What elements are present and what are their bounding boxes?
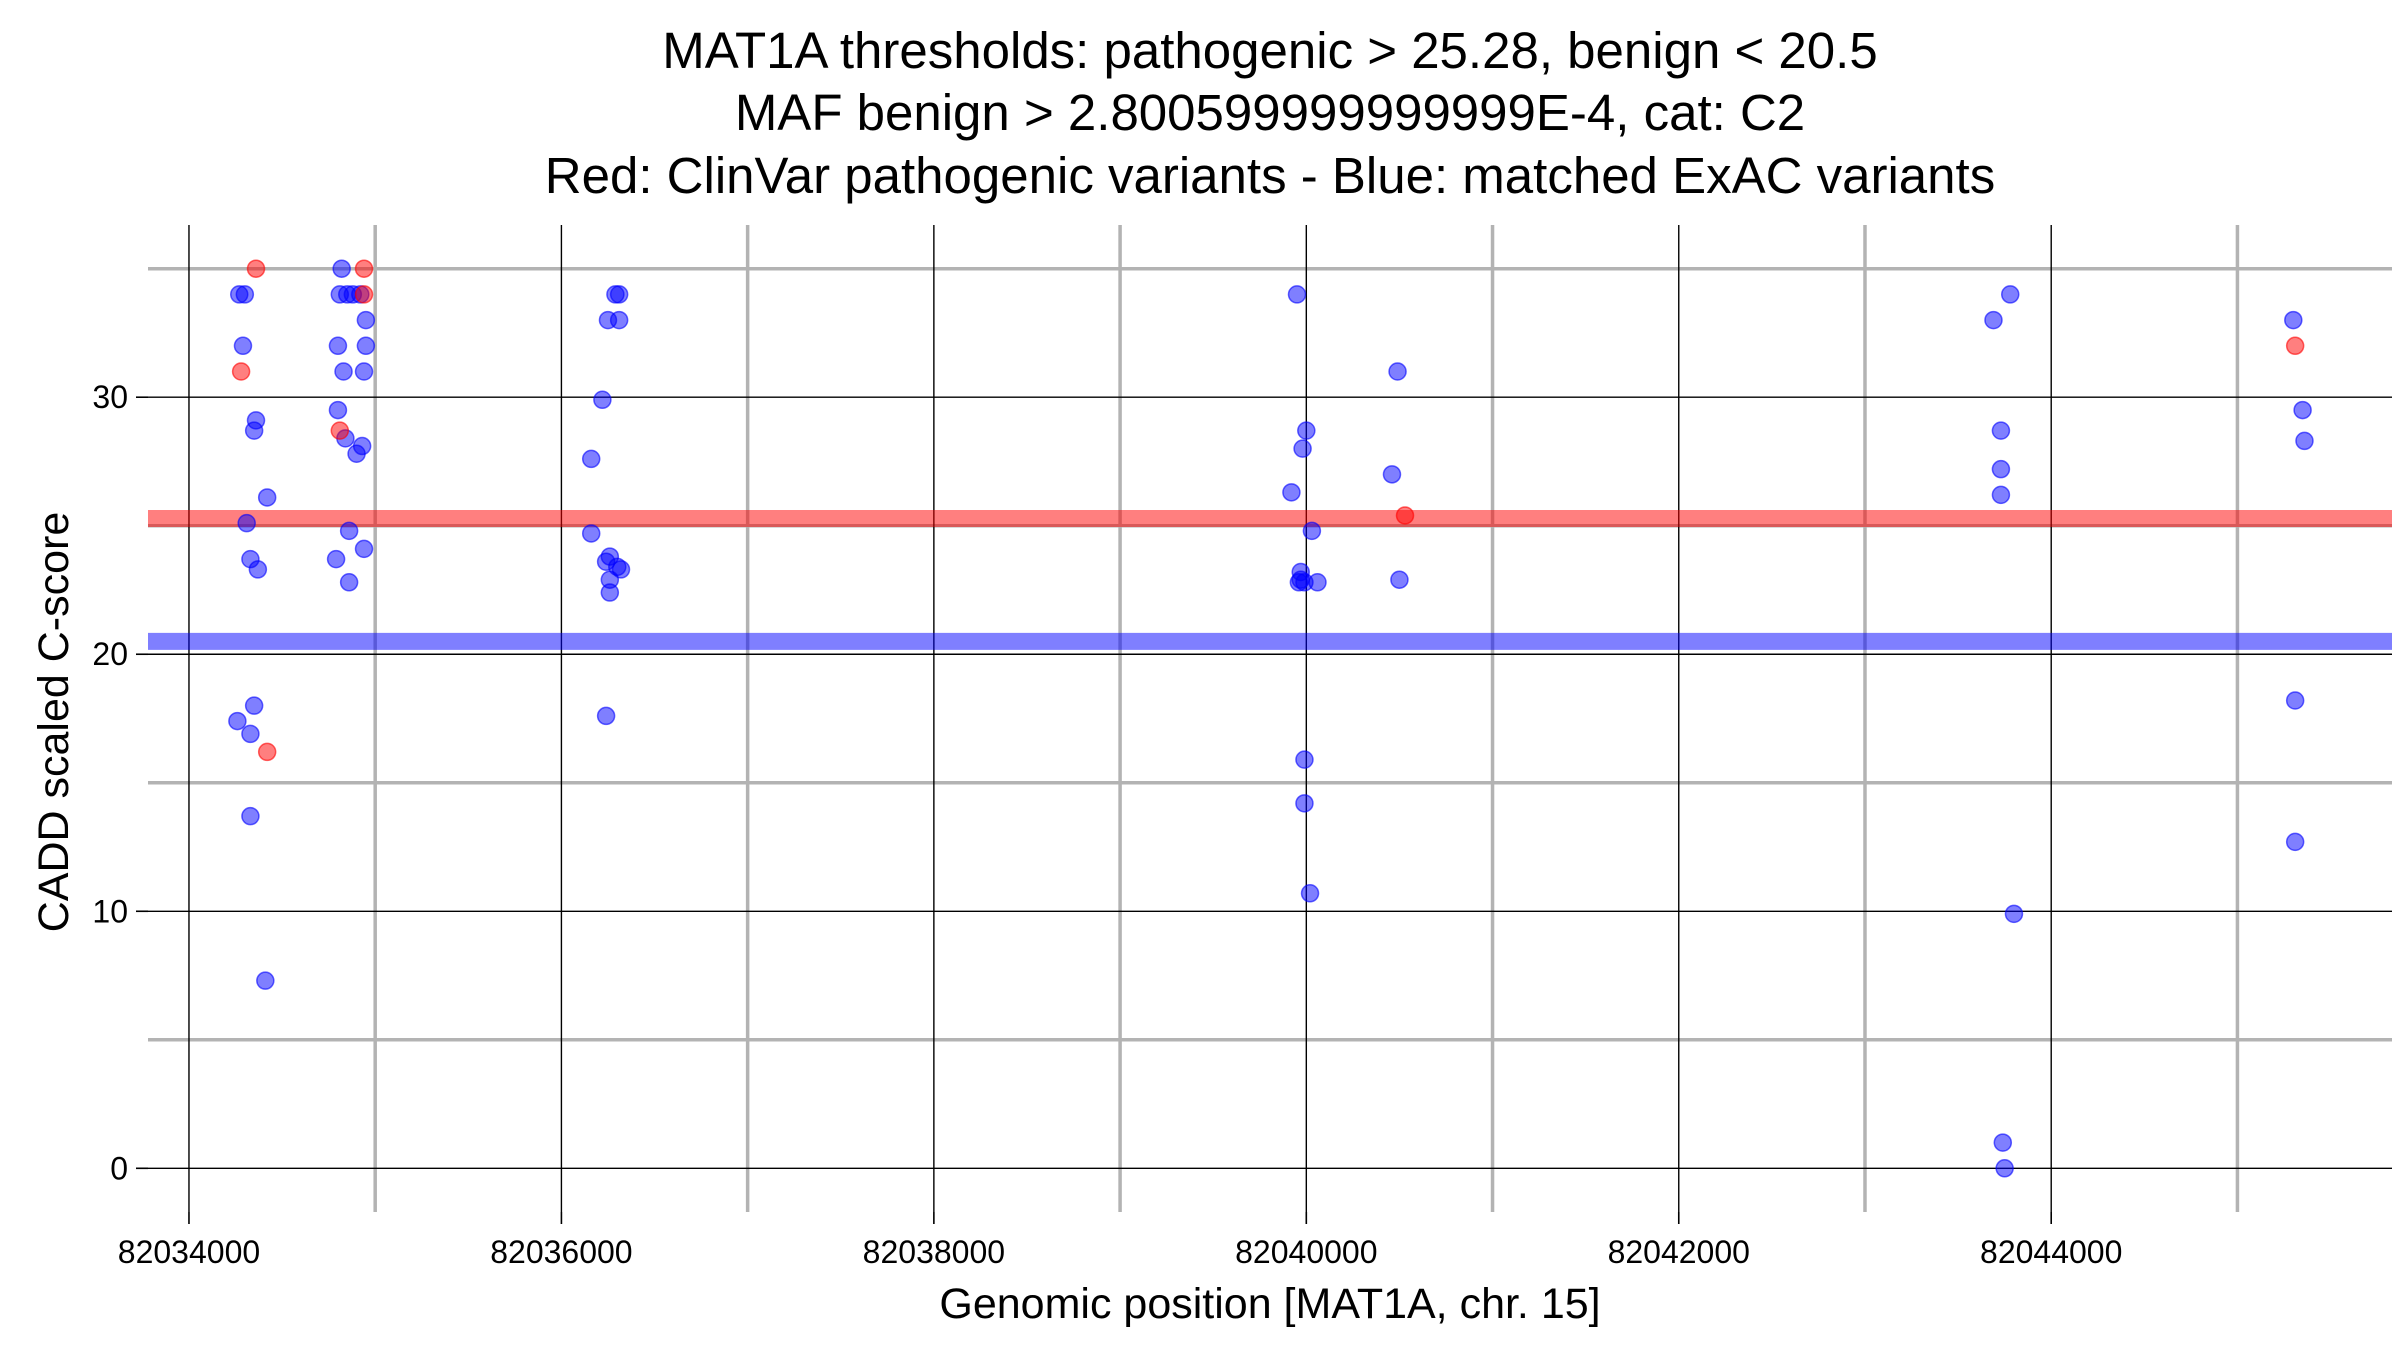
major-gridlines [148,225,2392,1212]
data-point [1308,573,1327,592]
threshold-lines [148,510,2392,650]
data-point [244,696,264,715]
data-point [1302,521,1322,541]
x-tick-label: 82038000 [863,1234,1005,1270]
y-axis-label: CADD scaled C-score [30,512,78,933]
data-point [233,336,253,356]
x-tick-label: 82044000 [1980,1234,2122,1270]
data-point [2285,832,2305,852]
data-point [2285,691,2305,710]
y-tick-label: 0 [110,1150,128,1186]
data-point [600,583,620,602]
data-point [354,362,374,381]
y-tick-label: 10 [92,893,128,929]
data-point [1993,1133,2013,1152]
data-point [593,390,612,410]
data-point [1390,570,1409,589]
data-point [231,362,251,381]
title-line-1: MAT1A thresholds: pathogenic > 25.28, be… [662,22,1877,79]
data-point [248,560,268,579]
data-point [1295,750,1314,769]
data-point [339,521,359,541]
data-points [228,259,2314,1178]
x-axis-label: Genomic position [MAT1A, chr. 15] [939,1280,1600,1328]
data-point [246,259,266,278]
data-point [1289,573,1309,592]
data-point [228,711,247,731]
data-point [330,421,350,440]
chart-title: MAT1A thresholds: pathogenic > 25.28, be… [545,22,1995,204]
data-point [2295,431,2314,451]
data-point [241,724,260,744]
data-point [1287,285,1307,304]
data-point [328,336,348,356]
data-point [354,539,374,559]
data-point [1984,310,2003,330]
data-point [1991,459,2011,479]
data-point [609,310,629,330]
data-point [596,706,616,726]
data-point [1293,439,1312,458]
data-point [1991,485,2011,505]
data-point [235,285,255,304]
data-point [356,336,376,356]
data-point [326,549,346,569]
data-point [347,444,366,464]
data-point [1282,483,1301,502]
data-point [581,449,601,469]
y-tick-label: 20 [92,636,128,672]
x-tick-label: 82036000 [490,1234,632,1270]
data-point [1382,465,1402,484]
data-point [257,742,277,762]
data-point [334,362,353,381]
data-point [1995,1159,2014,1178]
y-axis: 0 10 20 30 [92,379,148,1186]
data-point [2004,904,2024,924]
data-point [257,488,277,507]
y-tick-label: 30 [92,379,128,415]
data-point [609,285,629,304]
data-point [244,421,264,440]
title-line-2: MAF benign > 2.800599999999999E-4, cat: … [735,84,1805,141]
data-point [2284,310,2303,330]
data-point [354,259,374,278]
x-tick-label: 82042000 [1608,1234,1750,1270]
data-point [2293,400,2312,420]
x-tick-label: 82034000 [118,1234,260,1270]
data-point [581,524,601,543]
title-line-3: Red: ClinVar pathogenic variants - Blue:… [545,147,1995,204]
data-point [339,573,359,592]
data-point [354,285,374,304]
x-tick-label: 82040000 [1235,1234,1377,1270]
data-point [1395,506,1415,525]
data-point [237,513,256,533]
data-point [332,259,351,278]
data-point [1300,884,1320,903]
data-point [1297,421,1316,440]
data-point [256,971,275,990]
data-point [241,806,260,826]
data-point [2285,336,2305,356]
data-point [328,400,348,420]
minor-gridlines [148,225,2392,1212]
data-point [356,310,376,330]
data-point [2000,285,2020,304]
data-point [1388,362,1407,381]
x-axis: 82034000 82036000 82038000 82040000 82042000… [118,1212,2122,1270]
data-point [1991,421,2011,440]
data-point [1295,794,1314,813]
